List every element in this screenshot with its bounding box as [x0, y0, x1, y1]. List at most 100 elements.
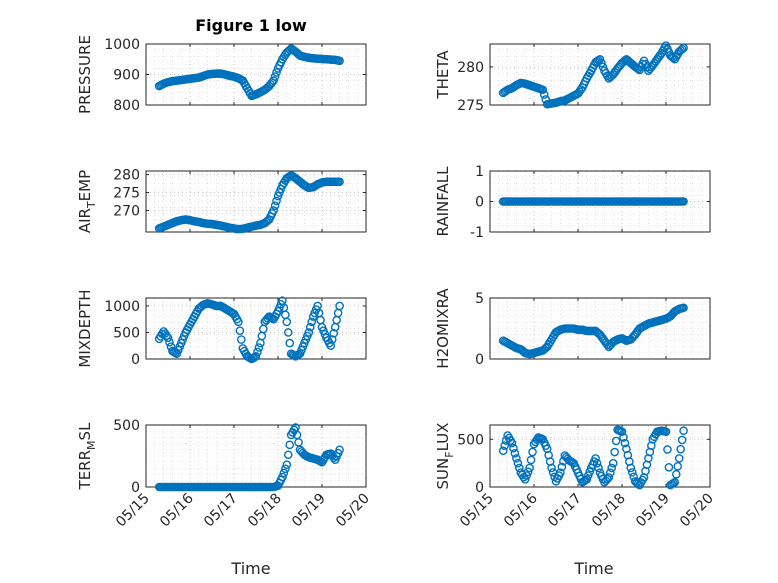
data-point-interp [585, 467, 595, 477]
data-point-interp [235, 326, 245, 336]
data-point [547, 463, 556, 473]
data-point-interp [671, 469, 681, 479]
data-point [617, 427, 627, 436]
data-point [278, 472, 287, 482]
data-point-interp [664, 462, 674, 472]
y-tick-label: 500 [113, 418, 140, 434]
data-point [269, 206, 278, 215]
subplot-3: -1 0 1 RAINFALL [434, 164, 711, 241]
data-point [335, 445, 344, 455]
y-axis-label-main: MIXDEPTH [76, 289, 94, 367]
y-axis-label-main: THETA [434, 50, 452, 100]
y-axis-label-tail: SL [76, 422, 94, 441]
data-point [556, 468, 565, 477]
y-tick-label: 0 [475, 352, 484, 368]
data-point [674, 454, 684, 463]
axes-frame [145, 170, 367, 233]
axes-frame [489, 297, 711, 360]
data-point-interp [677, 44, 687, 54]
y-tick-label: 280 [113, 168, 140, 184]
data-point-interp [676, 444, 685, 454]
y-axis-label: TERRMSL [76, 422, 98, 491]
data-point-interp [285, 171, 295, 181]
y-axis-label: RAINFALL [434, 166, 452, 237]
y-axis-label: AIRTEMP [76, 170, 98, 233]
x-tick-label: 05/19 [289, 491, 329, 531]
y-axis-label: MIXDEPTH [76, 289, 94, 367]
data-point [604, 473, 614, 482]
data-point-interp [285, 440, 295, 450]
data-point [498, 446, 508, 456]
data-point [525, 463, 534, 473]
figure-title: Figure 1 low [195, 16, 307, 35]
data-point-interp [522, 471, 531, 480]
data-point [582, 475, 592, 484]
data-point [538, 85, 548, 95]
y-axis-label-main: AIR [76, 208, 94, 233]
data-point-interp [673, 462, 683, 471]
data-point-interp [253, 347, 262, 357]
y-tick-label: 1000 [104, 299, 140, 315]
x-tick-label: 05/20 [677, 491, 717, 531]
data-point-interp [165, 337, 174, 347]
y-tick-label: 800 [113, 98, 140, 114]
y-axis-label-subscript: T [85, 201, 98, 209]
x-tick-label: 05/19 [633, 491, 673, 531]
x-tick-label: 05/15 [113, 491, 153, 531]
y-tick-label: 500 [113, 325, 140, 341]
data-point [282, 317, 292, 327]
x-tick-label: 05/20 [333, 491, 373, 531]
y-tick-label: 0 [131, 352, 140, 368]
data-point-interp [272, 196, 281, 206]
data-point [335, 301, 344, 311]
data-point-interp [611, 436, 621, 446]
data-point-interp [513, 458, 523, 468]
data-point [670, 477, 680, 487]
data-point [269, 76, 278, 85]
subplot-6: 0 500 05/15 05/16 05/17 05/18 05/19 05/20 TERRMS… [76, 418, 373, 530]
data-point-interp [619, 433, 628, 442]
data-point-interp [285, 338, 295, 348]
x-tick-label: 05/17 [201, 491, 241, 531]
data-point-interp [515, 463, 524, 473]
data-point-interp [270, 72, 280, 81]
data-point-interp [509, 443, 518, 453]
data-point-interp [254, 343, 264, 352]
data-point [679, 426, 688, 436]
y-axis-label-subscript: F [443, 451, 456, 457]
data-point-interp [539, 90, 549, 99]
data-point-interp [283, 328, 293, 337]
data-point [661, 427, 671, 436]
y-axis-label-subscript: M [85, 440, 98, 450]
y-axis-label: H2OMIXRA [434, 288, 452, 369]
data-point-interp [305, 322, 315, 332]
data-point [282, 460, 292, 469]
x-tick-label: 05/16 [501, 490, 541, 530]
data-point [608, 458, 618, 468]
y-axis-label: THETA [434, 50, 452, 100]
y-axis-label-main: SUN [434, 458, 452, 490]
data-point-interp [237, 335, 246, 344]
data-point-interp [307, 317, 317, 327]
data-point-interp [597, 58, 606, 68]
data-point-interp [510, 448, 520, 458]
data-point-interp [272, 68, 281, 77]
data-point-interp [557, 462, 567, 472]
data-point-interp [620, 438, 630, 448]
y-axis-label-main: TERR [76, 450, 94, 491]
data-point [335, 177, 344, 187]
data-point-interp [677, 435, 687, 445]
subplot-0: 800 900 1000 PRESSURE [76, 35, 367, 114]
y-tick-label: 275 [457, 98, 484, 114]
data-point-interp [327, 335, 337, 344]
y-axis-label-main: PRESSURE [76, 35, 94, 114]
data-point-interp [528, 447, 537, 457]
data-point-interp [279, 468, 289, 478]
x-tick-label: 05/18 [245, 491, 285, 531]
y-axis-label: SUNFLUX [434, 423, 456, 490]
y-tick-label: 5 [475, 291, 484, 307]
data-point [591, 454, 600, 463]
x-axis-label-left: Time [230, 559, 270, 578]
